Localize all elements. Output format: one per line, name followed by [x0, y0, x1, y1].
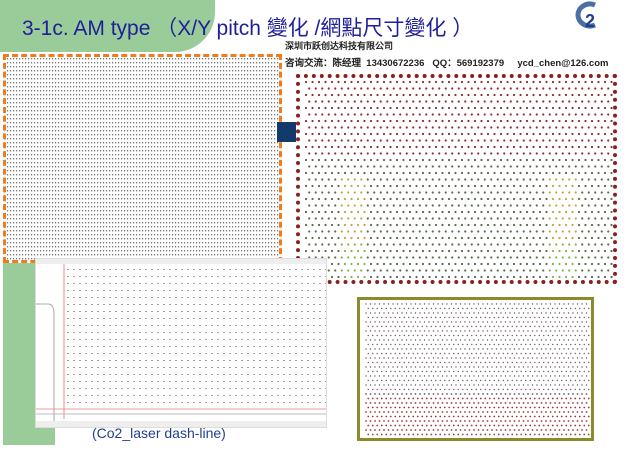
svg-text:2: 2 [585, 11, 595, 30]
caption: (Co2_laser dash-line) [92, 425, 226, 441]
slide-title: 3-1c. AM type （X/Y pitch 變化 /網點尺寸變化 ） [22, 17, 474, 40]
company-logo: 2 [575, 1, 596, 30]
connector-block [277, 122, 297, 142]
variable-pitch-dot-panel [296, 74, 617, 284]
green-header-shape [0, 0, 215, 52]
company-name: 深圳市跃创达科技有限公司 [285, 41, 394, 51]
dot-size-variation-panel [357, 297, 594, 441]
contact-info: 咨询交流：陈经理 13430672236 QQ：569192379 ycd_ch… [285, 58, 609, 69]
uniform-dot-pattern-panel [3, 54, 282, 263]
laser-software-screenshot [35, 258, 327, 428]
